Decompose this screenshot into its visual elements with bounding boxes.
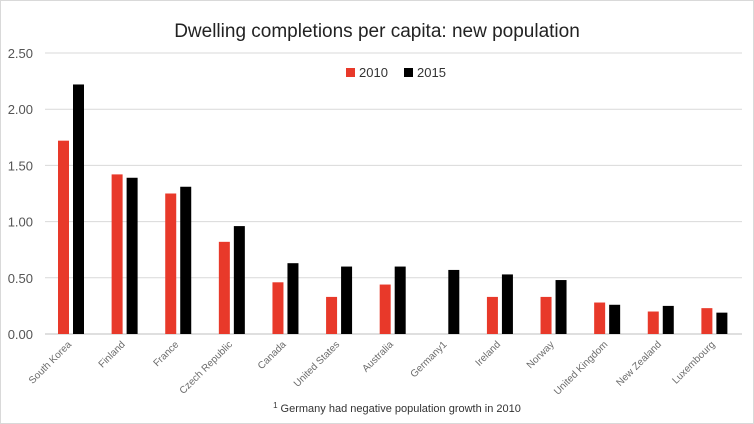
y-tick-label: 1.00 — [8, 215, 33, 230]
x-category-label: France — [152, 339, 182, 369]
bar-2015 — [233, 226, 245, 334]
bar-2015 — [609, 304, 621, 334]
bar-2010 — [701, 308, 713, 334]
gridlines — [45, 52, 742, 335]
bar-2010 — [594, 302, 606, 334]
footnote-marker: 1 — [273, 401, 278, 410]
bar-2015 — [180, 186, 192, 334]
bar-2010 — [540, 296, 552, 334]
x-category-label: Germany1 — [409, 339, 450, 380]
x-category-label: Luxembourg — [670, 339, 717, 386]
bar-2015 — [555, 280, 567, 334]
legend-label-2015: 2015 — [417, 65, 446, 80]
bar-2015 — [662, 305, 674, 334]
footnote: 1 Germany had negative population growth … — [273, 401, 521, 415]
bar-2010 — [272, 282, 284, 334]
y-tick-label: 2.50 — [8, 46, 33, 61]
bar-2010 — [486, 296, 498, 334]
y-tick-label: 2.00 — [8, 102, 33, 117]
y-tick-label: 0.00 — [8, 327, 33, 342]
legend-swatch-2015 — [404, 68, 413, 77]
x-category-label: Norway — [525, 339, 557, 371]
x-category-label: South Korea — [27, 339, 74, 386]
bar-2015 — [394, 266, 406, 334]
y-axis-ticks: 0.00 0.50 1.00 1.50 2.00 2.50 — [8, 46, 33, 342]
x-category-label: Czech Republic — [178, 339, 235, 396]
x-category-label: United Kingdom — [552, 339, 610, 397]
bar-2015 — [448, 269, 460, 334]
bar-2015 — [501, 274, 513, 334]
x-category-label: Australia — [361, 339, 397, 375]
y-tick-label: 0.50 — [8, 271, 33, 286]
x-category-label: United States — [292, 339, 342, 389]
bar-2010 — [379, 284, 391, 334]
bar-2010 — [218, 241, 230, 334]
y-tick-label: 1.50 — [8, 158, 33, 173]
legend-swatch-2010 — [346, 68, 355, 77]
bar-2015 — [341, 266, 353, 334]
bar-2010 — [326, 296, 338, 334]
legend: 2010 2015 — [346, 65, 446, 80]
bars — [58, 84, 728, 334]
bar-2010 — [165, 193, 177, 334]
bar-2010 — [111, 174, 123, 334]
bar-2010 — [58, 140, 69, 334]
x-category-label: Finland — [97, 339, 128, 370]
bar-2010 — [647, 311, 659, 334]
x-category-label: New Zealand — [614, 339, 663, 388]
bar-2015 — [716, 312, 728, 334]
legend-label-2010: 2010 — [359, 65, 388, 80]
bar-2015 — [287, 263, 299, 334]
chart-title: Dwelling completions per capita: new pop… — [174, 21, 580, 42]
x-category-label: Ireland — [474, 339, 503, 368]
bar-2015 — [126, 177, 138, 334]
bar-2015 — [73, 84, 84, 334]
x-category-label: Canada — [256, 339, 289, 372]
footnote-text: Germany had negative population growth i… — [281, 403, 521, 415]
